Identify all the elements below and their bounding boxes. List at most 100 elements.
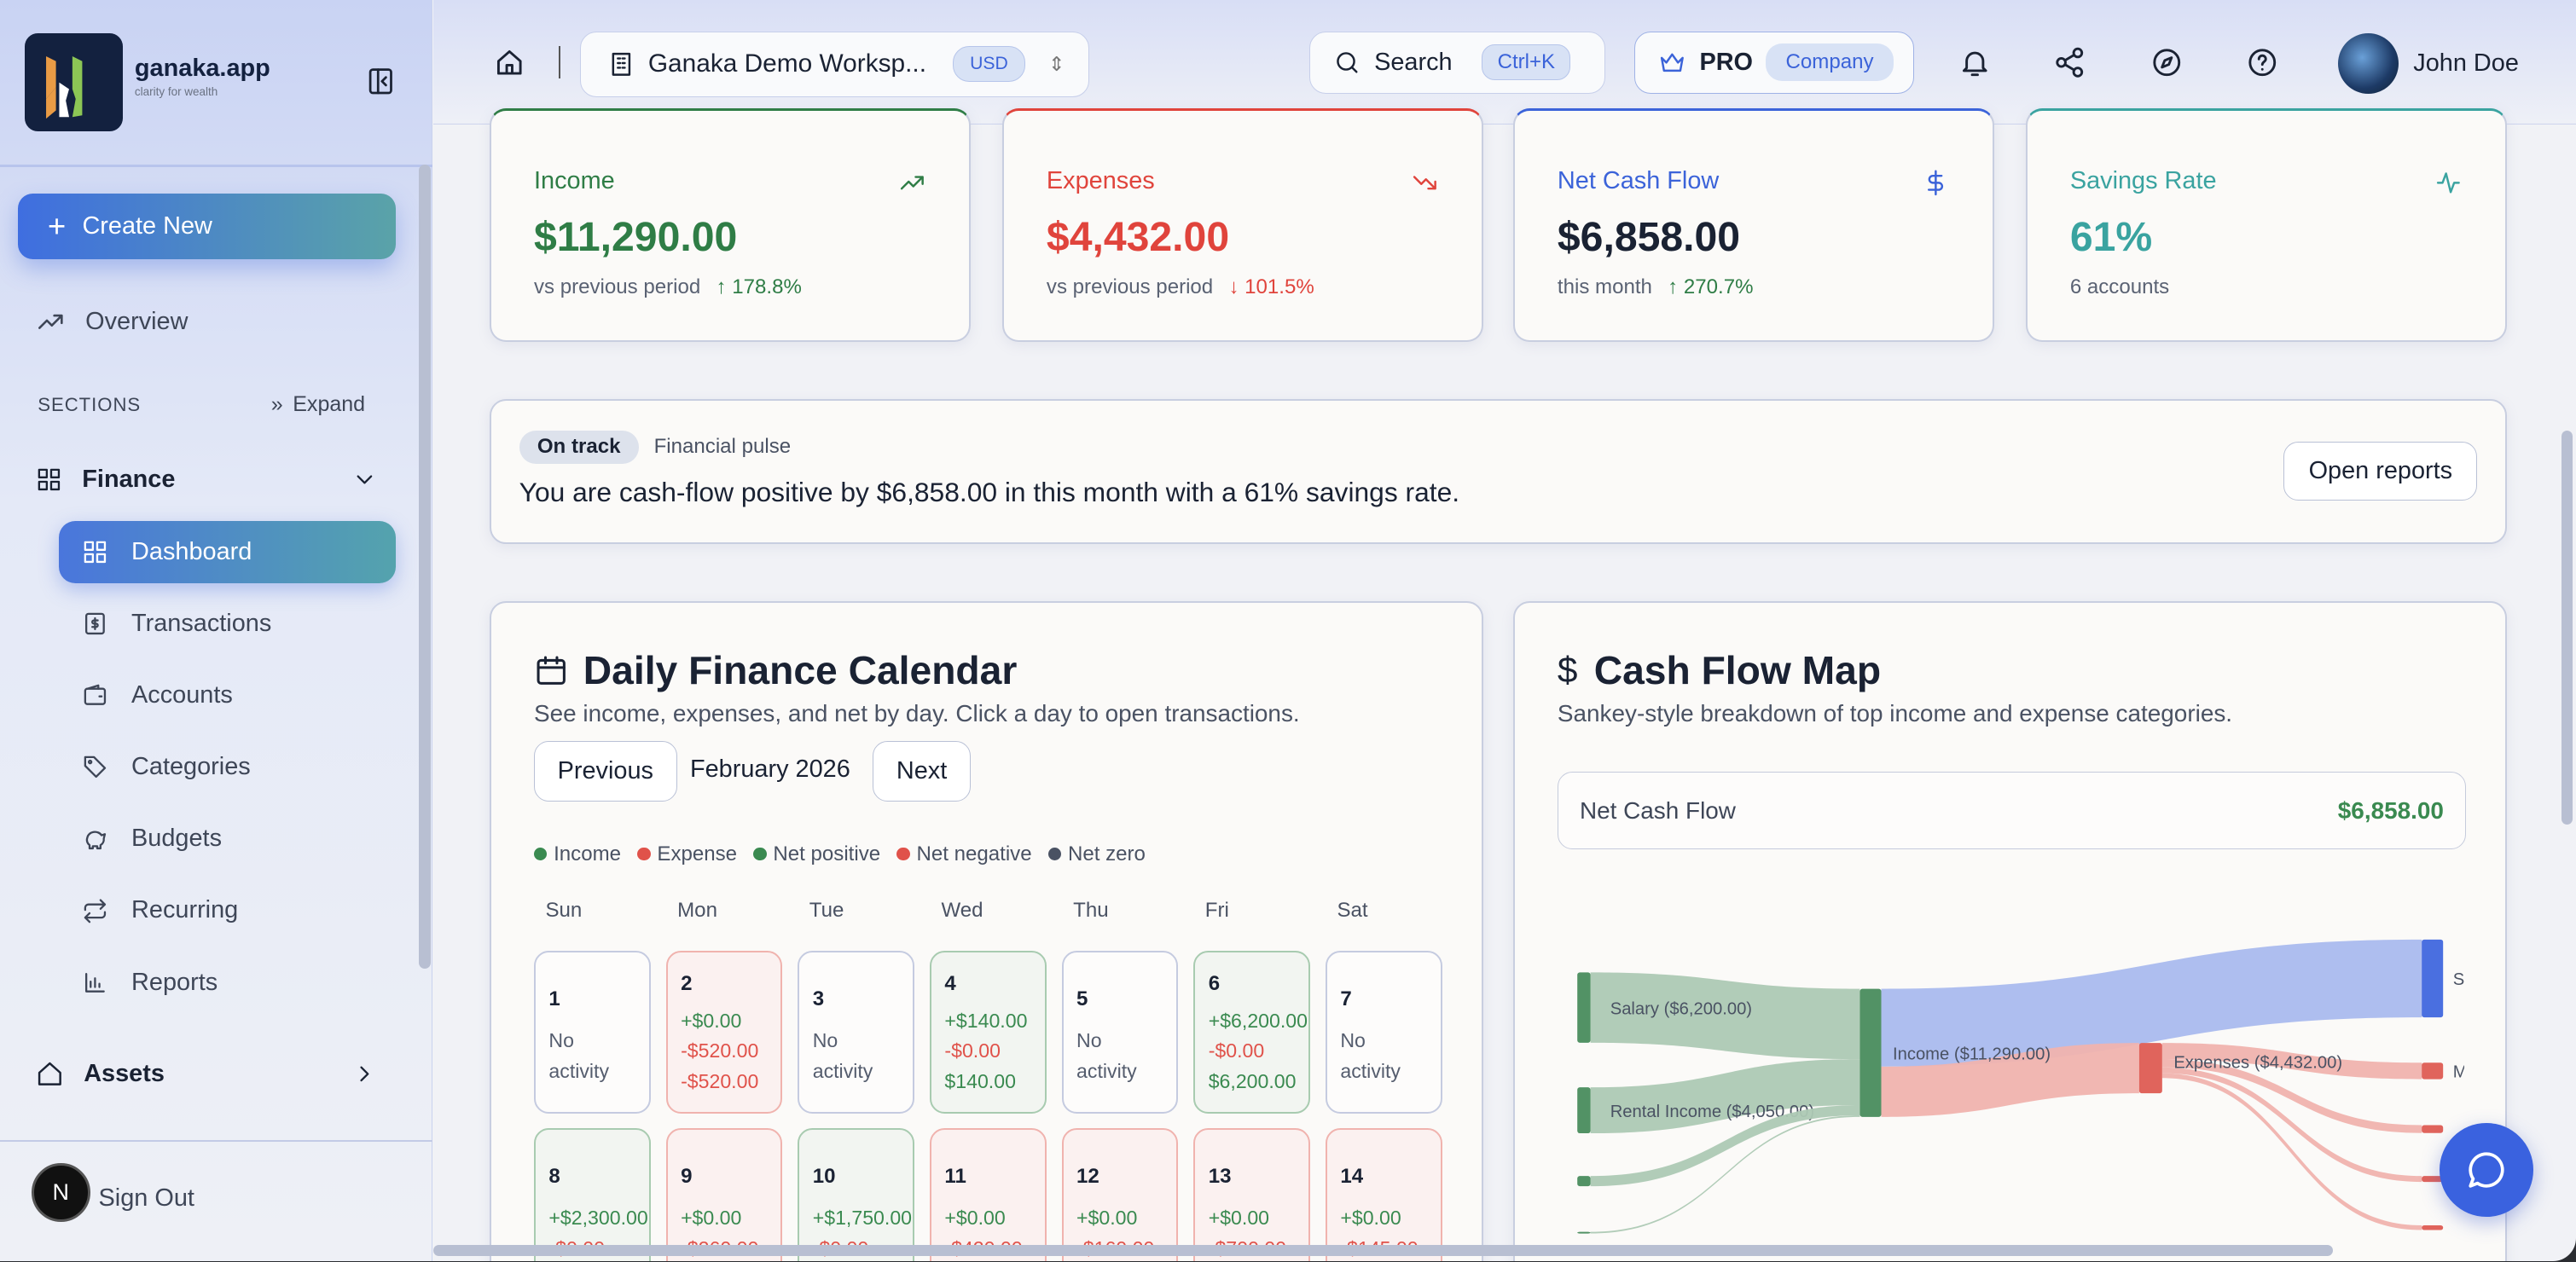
income-source-node — [1577, 1176, 1591, 1187]
user-avatar[interactable] — [2337, 32, 2399, 94]
daily-finance-calendar-card: Daily Finance Calendar See income, expen… — [489, 600, 1484, 1262]
share-icon[interactable] — [2053, 46, 2086, 86]
expense-category-link — [2161, 1059, 2422, 1133]
pulse-message: You are cash-flow positive by $6,858.00 … — [519, 476, 1460, 507]
bell-icon[interactable] — [1958, 46, 1992, 86]
day-income: +$0.00 — [1340, 1206, 1401, 1229]
expenses-node-label: Expenses ($4,432.00) — [2173, 1054, 2342, 1073]
sidebar-item-overview[interactable]: Overview — [36, 291, 397, 353]
sidebar-section-assets[interactable]: Assets — [36, 1043, 397, 1105]
calendar-day[interactable]: 6 +$6,200.00 -$0.00 $6,200.00 — [1193, 951, 1311, 1114]
calendar-day[interactable]: 1 No activity — [534, 951, 651, 1114]
app-logo — [24, 32, 124, 132]
main-scrollbar[interactable] — [2561, 430, 2573, 825]
stat-label: Income — [534, 166, 615, 194]
sidebar-item-budgets[interactable]: Budgets — [59, 808, 396, 870]
user-name[interactable]: John Doe — [2413, 49, 2519, 77]
sidebar: ganaka.app clarity for wealth + Create Ne… — [0, 0, 432, 1262]
stat-change: ↑ 178.8% — [716, 275, 802, 298]
calendar-legend: Income Expense Net positive Net negative Net… — [534, 842, 1146, 866]
day-income: +$0.00 — [681, 1009, 742, 1032]
calendar-day[interactable]: 5 No activity — [1061, 951, 1179, 1114]
tag-icon — [84, 755, 107, 779]
day-income: +$0.00 — [1208, 1206, 1270, 1229]
legend-item: Net positive — [753, 842, 880, 866]
crown-icon — [1661, 53, 1685, 72]
sidebar-section-finance[interactable]: Finance — [36, 449, 397, 511]
avatar[interactable]: N — [31, 1162, 90, 1222]
legend-dot — [1047, 847, 1062, 861]
chat-button[interactable] — [2440, 1123, 2533, 1218]
calendar-day[interactable]: 3 No activity — [798, 951, 915, 1114]
horizontal-scrollbar[interactable] — [433, 1244, 2333, 1257]
app-tagline: clarity for wealth — [134, 85, 218, 99]
open-reports-button[interactable]: Open reports — [2283, 442, 2478, 501]
calendar-title: Daily Finance Calendar — [583, 647, 1018, 692]
calendar-day[interactable]: 12+$0.00-$160.00 — [1061, 1128, 1179, 1262]
calendar-day[interactable]: 8+$2,300.00-$0.00 — [534, 1128, 651, 1262]
calendar-day[interactable]: 13+$0.00-$700.00 — [1193, 1128, 1311, 1262]
receipt-icon — [85, 612, 106, 635]
income-node — [1859, 988, 1882, 1117]
income-link — [1590, 972, 1860, 1060]
day-income: +$0.00 — [1076, 1206, 1138, 1229]
sign-out-button[interactable]: Sign Out — [98, 1184, 194, 1212]
calendar-day[interactable]: 2 +$0.00 -$520.00 -$520.00 — [665, 951, 783, 1114]
plan-type-badge: Company — [1766, 43, 1894, 81]
divider — [0, 164, 432, 167]
plan-button[interactable]: PRO Company — [1634, 31, 1914, 94]
search-button[interactable]: Search Ctrl+K — [1309, 31, 1605, 94]
income-node-label: Income ($11,290.00) — [1893, 1045, 2051, 1063]
day-number: 13 — [1208, 1164, 1232, 1188]
collapse-sidebar-icon[interactable] — [365, 66, 397, 104]
calendar-day[interactable]: 11+$0.00-$420.00 — [929, 1128, 1047, 1262]
chevron-down-icon — [357, 475, 373, 484]
financial-pulse-card: On track Financial pulse You are cash-fl… — [489, 399, 2508, 544]
help-icon[interactable] — [2246, 46, 2279, 86]
sidebar-item-transactions[interactable]: Transactions — [59, 593, 396, 655]
sidebar-item-recurring[interactable]: Recurring — [59, 879, 396, 941]
stat-card-income: Income $11,290.00 vs previous period ↑ 1… — [489, 108, 972, 342]
weekday-header: Mon — [677, 898, 717, 922]
day-number: 7 — [1340, 987, 1352, 1010]
day-note: No activity — [548, 1028, 610, 1082]
stat-card-expenses: Expenses $4,432.00 vs previous period ↓ … — [1001, 108, 1484, 342]
currency-badge: USD — [952, 46, 1026, 82]
weekday-header: Sat — [1337, 898, 1368, 922]
sidebar-item-reports[interactable]: Reports — [59, 952, 396, 1014]
stat-value: $6,858.00 — [1557, 213, 1741, 260]
next-month-button[interactable]: Next — [872, 740, 972, 802]
weekday-header: Wed — [941, 898, 983, 922]
day-income: +$1,750.00 — [812, 1206, 913, 1229]
day-income: +$140.00 — [944, 1009, 1028, 1032]
expense-category-node — [2421, 1224, 2444, 1230]
expand-button[interactable]: » Expand — [270, 392, 366, 417]
income-source-label: Salary ($6,200.00) — [1610, 999, 1752, 1018]
calendar-day[interactable]: 9+$0.00-$260.00 — [665, 1128, 783, 1262]
calendar-day[interactable]: 4 +$140.00 -$0.00 $140.00 — [929, 951, 1047, 1114]
status-badge: On track — [519, 430, 639, 465]
stat-sub: this month ↑ 270.7% — [1557, 275, 1754, 298]
calendar-day[interactable]: 10+$1,750.00-$0.00 — [798, 1128, 915, 1262]
create-new-button[interactable]: + Create New — [18, 194, 397, 260]
income-source-node — [1577, 1087, 1591, 1133]
day-note: No activity — [812, 1028, 873, 1082]
expense-category-link — [2161, 1067, 2422, 1182]
sidebar-item-accounts[interactable]: Accounts — [59, 664, 396, 727]
calendar-day[interactable]: 14+$0.00-$145.00 — [1325, 1128, 1442, 1262]
sidebar-item-categories[interactable]: Categories — [59, 736, 396, 798]
cashflow-subtitle: Sankey-style breakdown of top income and… — [1557, 699, 2233, 727]
expense-category-node — [2421, 1125, 2444, 1133]
previous-month-button[interactable]: Previous — [534, 740, 677, 802]
expense-category-link — [2161, 1073, 2422, 1230]
sidebar-item-dashboard[interactable]: Dashboard — [59, 520, 397, 583]
dollar-icon — [1928, 170, 1944, 195]
compass-icon[interactable] — [2150, 46, 2184, 86]
calendar-day[interactable]: 7 No activity — [1325, 951, 1442, 1114]
sidebar-scrollbar[interactable] — [419, 164, 431, 970]
sections-label: SECTIONS — [38, 394, 142, 416]
stat-card-savings-rate: Savings Rate 61% 6 accounts — [2025, 108, 2508, 342]
expense-category-link — [2161, 1043, 2422, 1080]
workspace-selector[interactable]: Ganaka Demo Worksp... USD ⇕ — [579, 31, 1089, 97]
home-icon[interactable] — [493, 46, 526, 86]
